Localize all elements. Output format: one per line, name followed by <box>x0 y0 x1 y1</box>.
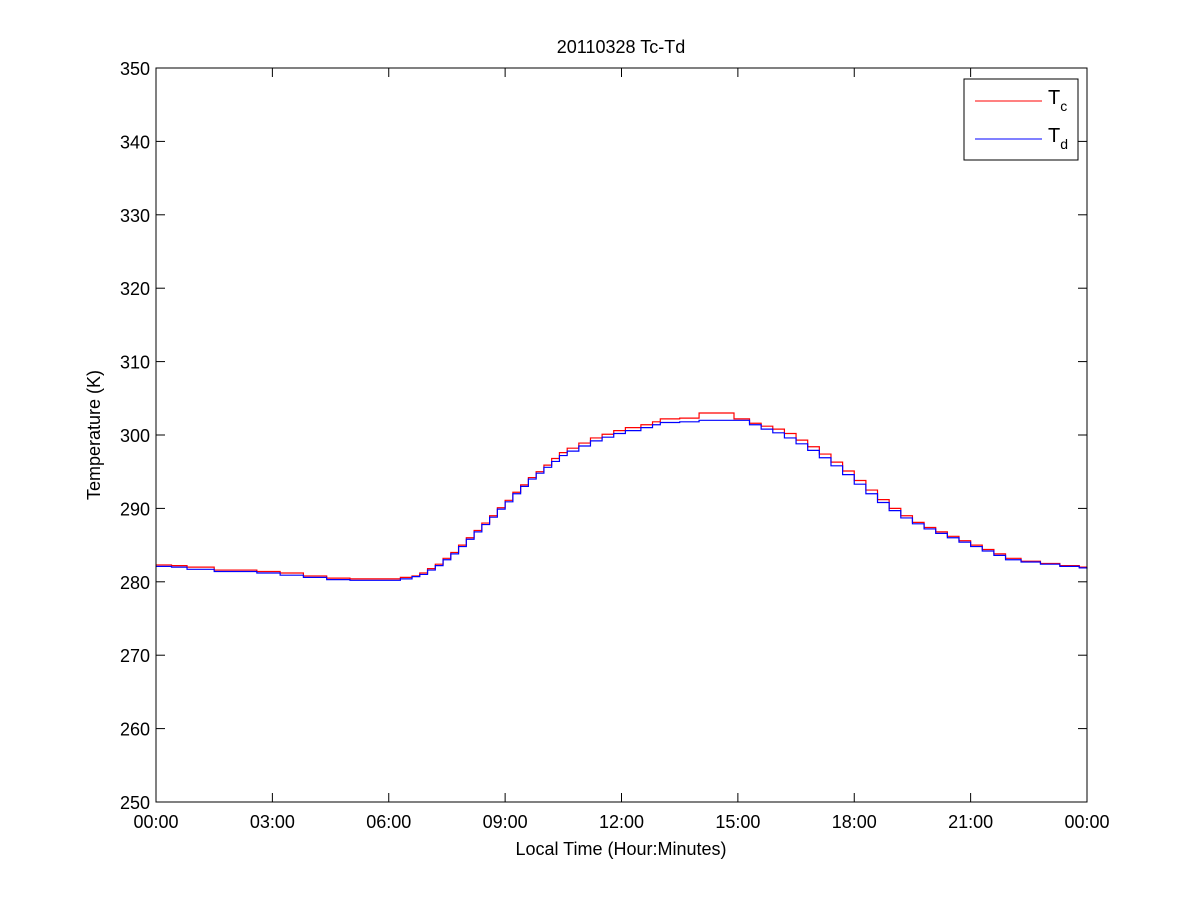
legend: Tc Td <box>963 78 1079 161</box>
x-axis-label: Local Time (Hour:Minutes) <box>515 839 726 859</box>
x-tick-label-3: 09:00 <box>483 812 528 832</box>
legend-label-td: Td <box>1048 125 1068 152</box>
legend-sub-td: d <box>1060 136 1068 152</box>
y-tick-label-7: 320 <box>120 279 150 299</box>
x-tick-label-7: 21:00 <box>948 812 993 832</box>
y-tick-label-4: 290 <box>120 499 150 519</box>
series-line-td <box>156 419 1088 581</box>
series-layer <box>156 412 1088 581</box>
legend-label-tc: Tc <box>1048 87 1067 114</box>
y-tick-label-6: 310 <box>120 353 150 373</box>
x-axis-ticks: 00:00 03:00 06:00 09:00 12:00 15:00 18:00 21:00… <box>133 68 1110 832</box>
y-tick-label-5: 300 <box>120 426 150 446</box>
y-axis-ticks: 250 260 270 280 290 300 310 320 330 340 350 <box>120 59 1087 813</box>
y-tick-label-9: 340 <box>120 132 150 152</box>
y-tick-label-3: 280 <box>120 573 150 593</box>
plot-frame <box>155 67 1088 803</box>
y-tick-label-10: 350 <box>120 59 150 79</box>
y-tick-label-2: 270 <box>120 646 150 666</box>
series-line-tc <box>156 412 1087 580</box>
x-tick-label-0: 00:00 <box>133 812 178 832</box>
legend-box <box>963 78 1079 161</box>
legend-name-tc: T <box>1048 87 1060 109</box>
x-tick-label-5: 15:00 <box>715 812 760 832</box>
y-tick-label-1: 260 <box>120 720 150 740</box>
x-tick-label-6: 18:00 <box>832 812 877 832</box>
x-tick-label-4: 12:00 <box>599 812 644 832</box>
y-tick-label-8: 330 <box>120 206 150 226</box>
y-axis-label: Temperature (K) <box>84 370 104 500</box>
legend-name-td: T <box>1048 125 1060 147</box>
x-tick-label-2: 06:00 <box>366 812 411 832</box>
x-tick-label-1: 03:00 <box>250 812 295 832</box>
chart-title: 20110328 Tc-Td <box>557 37 685 57</box>
legend-sub-tc: c <box>1060 98 1067 114</box>
y-tick-label-0: 250 <box>120 793 150 813</box>
x-tick-label-8: 00:00 <box>1064 812 1109 832</box>
